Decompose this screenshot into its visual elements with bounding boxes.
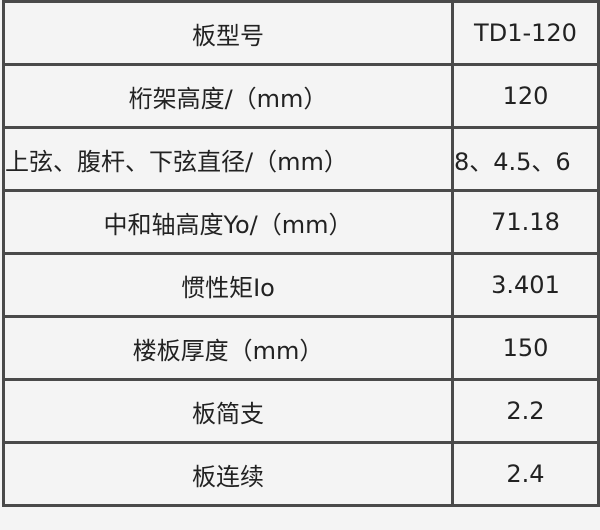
row-value: 71.18 bbox=[451, 189, 600, 255]
table-row: 板连续 2.4 bbox=[2, 441, 600, 507]
row-value: TD1-120 bbox=[451, 0, 600, 66]
row-value: 2.4 bbox=[451, 441, 600, 507]
row-value: 3.401 bbox=[451, 252, 600, 318]
row-label: 惯性矩Io bbox=[2, 252, 454, 318]
row-label: 板简支 bbox=[2, 378, 454, 444]
row-label: 桁架高度/（mm） bbox=[2, 63, 454, 129]
row-value: 8、4.5、6 bbox=[451, 126, 600, 192]
table-row: 板简支 2.2 bbox=[2, 378, 600, 444]
table-row: 中和轴高度Yo/（mm） 71.18 bbox=[2, 189, 600, 255]
row-label: 板型号 bbox=[2, 0, 454, 66]
row-value: 150 bbox=[451, 315, 600, 381]
row-label: 中和轴高度Yo/（mm） bbox=[2, 189, 454, 255]
table-row: 上弦、腹杆、下弦直径/（mm） 8、4.5、6 bbox=[2, 126, 600, 192]
row-label: 上弦、腹杆、下弦直径/（mm） bbox=[2, 126, 454, 192]
row-label: 楼板厚度（mm） bbox=[2, 315, 454, 381]
table-row: 惯性矩Io 3.401 bbox=[2, 252, 600, 318]
spec-table: 板型号 TD1-120 桁架高度/（mm） 120 上弦、腹杆、下弦直径/（mm） 8、4… bbox=[2, 0, 600, 507]
row-value: 120 bbox=[451, 63, 600, 129]
table-row: 楼板厚度（mm） 150 bbox=[2, 315, 600, 381]
table-row: 桁架高度/（mm） 120 bbox=[2, 63, 600, 129]
row-value: 2.2 bbox=[451, 378, 600, 444]
row-label: 板连续 bbox=[2, 441, 454, 507]
table-row: 板型号 TD1-120 bbox=[2, 0, 600, 66]
